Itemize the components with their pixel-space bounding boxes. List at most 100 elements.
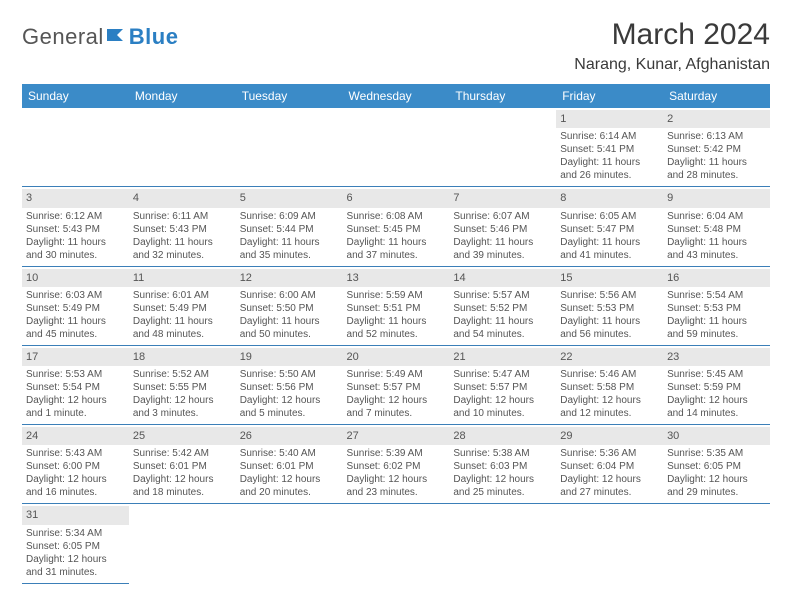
daylight-text: and 25 minutes.	[453, 486, 552, 499]
daylight-text: and 31 minutes.	[26, 566, 125, 579]
sunset-text: Sunset: 5:43 PM	[26, 223, 125, 236]
sunset-text: Sunset: 5:57 PM	[347, 381, 446, 394]
daylight-text: and 29 minutes.	[667, 486, 766, 499]
sunset-text: Sunset: 5:52 PM	[453, 302, 552, 315]
logo-text-blue: Blue	[129, 24, 179, 50]
weekday-header: Wednesday	[343, 84, 450, 108]
sunrise-text: Sunrise: 5:45 AM	[667, 368, 766, 381]
calendar-day-cell: 18Sunrise: 5:52 AMSunset: 5:55 PMDayligh…	[129, 345, 236, 424]
day-number: 6	[343, 189, 450, 207]
daylight-text: Daylight: 11 hours	[453, 236, 552, 249]
day-number: 5	[236, 189, 343, 207]
day-number: 24	[22, 427, 129, 445]
daylight-text: and 16 minutes.	[26, 486, 125, 499]
daylight-text: Daylight: 11 hours	[560, 315, 659, 328]
calendar-day-cell: 31Sunrise: 5:34 AMSunset: 6:05 PMDayligh…	[22, 504, 129, 583]
calendar-week-row: 3Sunrise: 6:12 AMSunset: 5:43 PMDaylight…	[22, 187, 770, 266]
sunset-text: Sunset: 6:05 PM	[667, 460, 766, 473]
sunset-text: Sunset: 5:51 PM	[347, 302, 446, 315]
daylight-text: Daylight: 11 hours	[240, 315, 339, 328]
calendar-day-cell	[556, 504, 663, 583]
sunrise-text: Sunrise: 5:39 AM	[347, 447, 446, 460]
day-number: 29	[556, 427, 663, 445]
calendar-day-cell: 2Sunrise: 6:13 AMSunset: 5:42 PMDaylight…	[663, 108, 770, 187]
calendar-day-cell: 26Sunrise: 5:40 AMSunset: 6:01 PMDayligh…	[236, 425, 343, 504]
daylight-text: Daylight: 11 hours	[26, 236, 125, 249]
weekday-header-row: SundayMondayTuesdayWednesdayThursdayFrid…	[22, 84, 770, 108]
day-number: 7	[449, 189, 556, 207]
day-number: 18	[129, 348, 236, 366]
sunrise-text: Sunrise: 5:49 AM	[347, 368, 446, 381]
daylight-text: and 59 minutes.	[667, 328, 766, 341]
calendar-day-cell: 21Sunrise: 5:47 AMSunset: 5:57 PMDayligh…	[449, 345, 556, 424]
sunset-text: Sunset: 5:47 PM	[560, 223, 659, 236]
calendar-day-cell: 23Sunrise: 5:45 AMSunset: 5:59 PMDayligh…	[663, 345, 770, 424]
calendar-day-cell: 20Sunrise: 5:49 AMSunset: 5:57 PMDayligh…	[343, 345, 450, 424]
daylight-text: Daylight: 11 hours	[133, 315, 232, 328]
day-number: 30	[663, 427, 770, 445]
day-number: 19	[236, 348, 343, 366]
daylight-text: Daylight: 12 hours	[453, 473, 552, 486]
sunset-text: Sunset: 5:49 PM	[133, 302, 232, 315]
daylight-text: and 39 minutes.	[453, 249, 552, 262]
sunrise-text: Sunrise: 5:56 AM	[560, 289, 659, 302]
day-number: 28	[449, 427, 556, 445]
sunrise-text: Sunrise: 5:50 AM	[240, 368, 339, 381]
sunrise-text: Sunrise: 5:53 AM	[26, 368, 125, 381]
weekday-header: Monday	[129, 84, 236, 108]
sunrise-text: Sunrise: 5:42 AM	[133, 447, 232, 460]
daylight-text: and 37 minutes.	[347, 249, 446, 262]
calendar-day-cell: 15Sunrise: 5:56 AMSunset: 5:53 PMDayligh…	[556, 266, 663, 345]
calendar-week-row: 17Sunrise: 5:53 AMSunset: 5:54 PMDayligh…	[22, 345, 770, 424]
daylight-text: Daylight: 12 hours	[26, 394, 125, 407]
weekday-header: Sunday	[22, 84, 129, 108]
sunset-text: Sunset: 6:03 PM	[453, 460, 552, 473]
daylight-text: and 26 minutes.	[560, 169, 659, 182]
daylight-text: Daylight: 12 hours	[453, 394, 552, 407]
day-number: 9	[663, 189, 770, 207]
daylight-text: and 28 minutes.	[667, 169, 766, 182]
logo: General Blue	[22, 24, 178, 50]
day-number: 26	[236, 427, 343, 445]
weekday-header: Friday	[556, 84, 663, 108]
sunset-text: Sunset: 5:44 PM	[240, 223, 339, 236]
day-number: 21	[449, 348, 556, 366]
calendar-day-cell: 16Sunrise: 5:54 AMSunset: 5:53 PMDayligh…	[663, 266, 770, 345]
daylight-text: and 5 minutes.	[240, 407, 339, 420]
logo-text-general: General	[22, 24, 104, 50]
sunset-text: Sunset: 6:01 PM	[133, 460, 232, 473]
daylight-text: and 3 minutes.	[133, 407, 232, 420]
calendar-day-cell	[236, 108, 343, 187]
daylight-text: and 52 minutes.	[347, 328, 446, 341]
calendar-day-cell: 12Sunrise: 6:00 AMSunset: 5:50 PMDayligh…	[236, 266, 343, 345]
sunrise-text: Sunrise: 5:46 AM	[560, 368, 659, 381]
flag-icon	[107, 27, 127, 48]
calendar-day-cell: 29Sunrise: 5:36 AMSunset: 6:04 PMDayligh…	[556, 425, 663, 504]
daylight-text: Daylight: 12 hours	[26, 553, 125, 566]
header: General Blue March 2024 Narang, Kunar, A…	[22, 18, 770, 74]
sunset-text: Sunset: 6:02 PM	[347, 460, 446, 473]
day-number: 17	[22, 348, 129, 366]
day-number: 16	[663, 269, 770, 287]
calendar-day-cell: 25Sunrise: 5:42 AMSunset: 6:01 PMDayligh…	[129, 425, 236, 504]
sunrise-text: Sunrise: 5:59 AM	[347, 289, 446, 302]
sunset-text: Sunset: 5:56 PM	[240, 381, 339, 394]
sunset-text: Sunset: 5:50 PM	[240, 302, 339, 315]
daylight-text: and 27 minutes.	[560, 486, 659, 499]
daylight-text: Daylight: 11 hours	[667, 315, 766, 328]
day-number: 1	[556, 110, 663, 128]
calendar-day-cell	[129, 504, 236, 583]
calendar-day-cell: 9Sunrise: 6:04 AMSunset: 5:48 PMDaylight…	[663, 187, 770, 266]
calendar-day-cell: 19Sunrise: 5:50 AMSunset: 5:56 PMDayligh…	[236, 345, 343, 424]
sunrise-text: Sunrise: 5:57 AM	[453, 289, 552, 302]
daylight-text: Daylight: 12 hours	[133, 473, 232, 486]
daylight-text: Daylight: 12 hours	[347, 394, 446, 407]
daylight-text: Daylight: 12 hours	[347, 473, 446, 486]
daylight-text: Daylight: 11 hours	[453, 315, 552, 328]
sunrise-text: Sunrise: 6:13 AM	[667, 130, 766, 143]
calendar-day-cell	[129, 108, 236, 187]
daylight-text: Daylight: 11 hours	[560, 156, 659, 169]
daylight-text: Daylight: 11 hours	[667, 156, 766, 169]
sunset-text: Sunset: 5:58 PM	[560, 381, 659, 394]
calendar-day-cell: 4Sunrise: 6:11 AMSunset: 5:43 PMDaylight…	[129, 187, 236, 266]
